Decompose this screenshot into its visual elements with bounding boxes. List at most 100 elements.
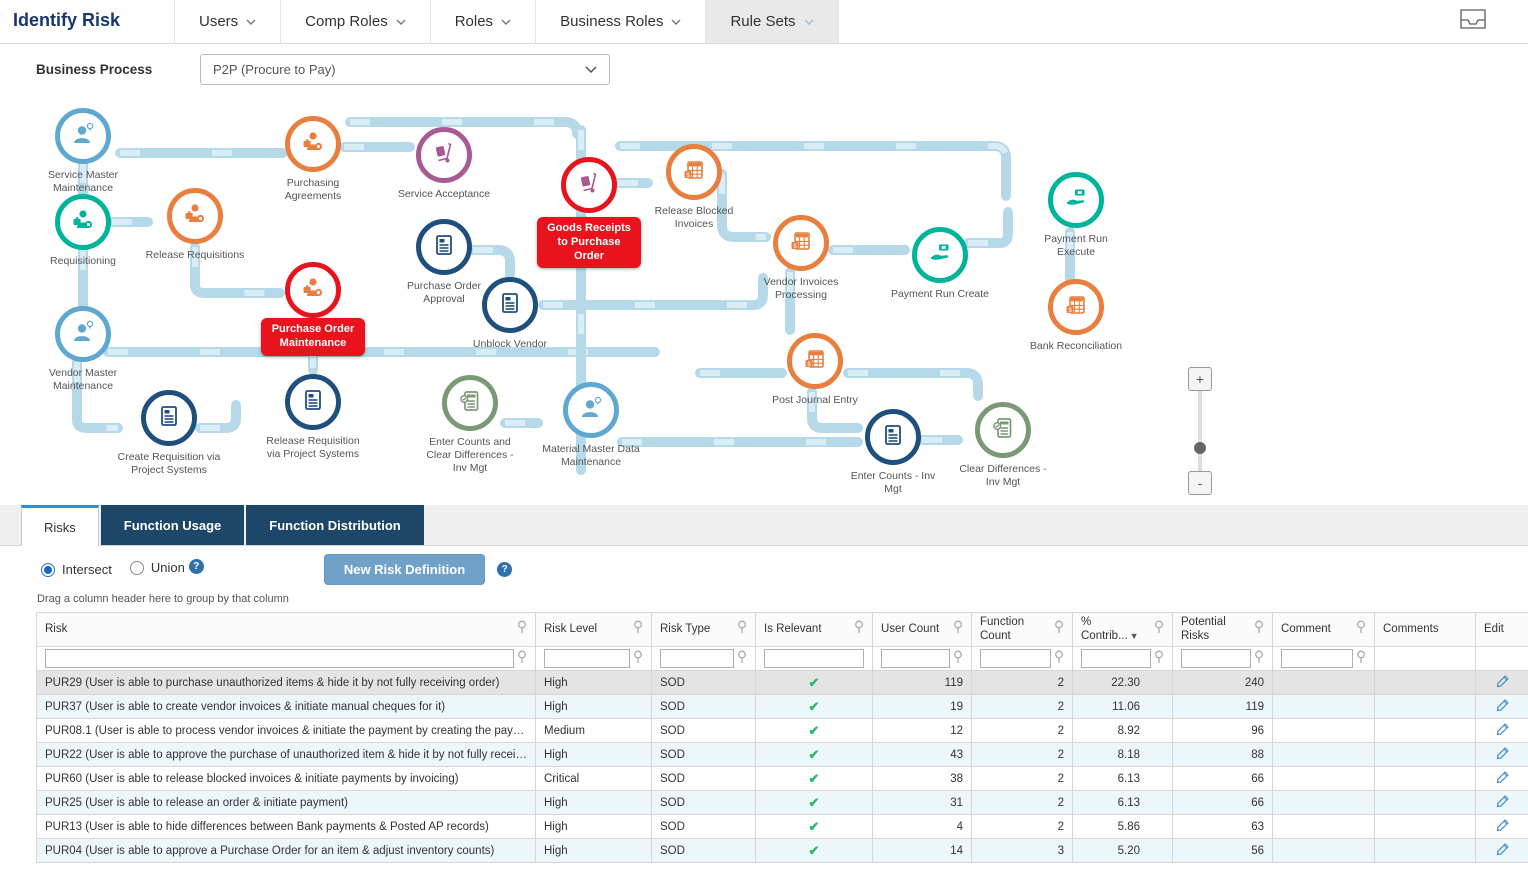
unblock-vendor-node[interactable]: Unblock Vendor [458, 277, 562, 351]
edit-pencil-icon[interactable] [1495, 722, 1510, 740]
is_relevant-filter-input[interactable] [764, 649, 864, 668]
zoom-slider-handle[interactable] [1194, 442, 1206, 454]
union-help-icon[interactable]: ? [189, 559, 204, 574]
filter-cell-risk_level[interactable] [536, 647, 652, 671]
release-blocked-invoices-node[interactable]: $Release Blocked Invoices [642, 144, 746, 231]
vendor-invoices-processing-node[interactable]: $Vendor Invoices Processing [749, 215, 853, 302]
edit-cell[interactable] [1476, 815, 1528, 839]
vendor-master-maintenance-node[interactable]: Vendor Master Maintenance [31, 306, 135, 393]
release-requisition-via-project-systems-node[interactable]: Release Requisition via Project Systems [261, 374, 365, 461]
filter-cell-function_count[interactable] [972, 647, 1073, 671]
table-row[interactable]: PUR22 (User is able to approve the purch… [37, 743, 1528, 767]
pin-icon[interactable] [854, 620, 864, 634]
column-header-potential_risks[interactable]: Potential Risks [1173, 613, 1273, 647]
edit-cell[interactable] [1476, 695, 1528, 719]
zoom-out-button[interactable]: - [1188, 471, 1212, 495]
comment-filter-input[interactable] [1281, 649, 1353, 668]
tab-risks[interactable]: Risks [21, 505, 99, 546]
clear-differences-inv-mgt-node[interactable]: Clear Differences - Inv Mgt [951, 402, 1055, 489]
filter-cell-is_relevant[interactable] [756, 647, 873, 671]
edit-pencil-icon[interactable] [1495, 842, 1510, 860]
user_count-filter-input[interactable] [881, 649, 950, 668]
tab-function-usage[interactable]: Function Usage [101, 505, 245, 545]
nav-tab-business-roles[interactable]: Business Roles [535, 0, 705, 43]
table-row[interactable]: PUR13 (User is able to hide differences … [37, 815, 1528, 839]
edit-cell[interactable] [1476, 791, 1528, 815]
payment-run-create-node[interactable]: Payment Run Create [888, 227, 992, 301]
risk_level-filter-input[interactable] [544, 649, 630, 668]
union-radio[interactable] [130, 561, 144, 575]
column-header-comment[interactable]: Comment [1273, 613, 1375, 647]
table-row[interactable]: PUR25 (User is able to release an order … [37, 791, 1528, 815]
create-requisition-via-project-systems-node[interactable]: Create Requisition via Project Systems [117, 390, 221, 477]
edit-cell[interactable] [1476, 743, 1528, 767]
pin-icon[interactable] [517, 620, 527, 634]
column-header-risk_type[interactable]: Risk Type [652, 613, 756, 647]
table-row[interactable]: PUR04 (User is able to approve a Purchas… [37, 839, 1528, 863]
pin-icon[interactable] [1356, 620, 1366, 634]
business-process-select[interactable]: P2P (Procure to Pay) [200, 54, 610, 85]
pin-icon[interactable] [633, 650, 643, 664]
requisitioning-node[interactable]: Requisitioning [31, 194, 135, 268]
service-acceptance-node[interactable]: Service Acceptance [392, 127, 496, 201]
filter-cell-risk_type[interactable] [652, 647, 756, 671]
column-header-edit[interactable]: Edit [1476, 613, 1528, 647]
pin-icon[interactable] [1154, 650, 1164, 664]
purchase-order-maintenance-node[interactable] [261, 262, 365, 318]
pin-icon[interactable] [953, 650, 963, 664]
new-risk-help-icon[interactable]: ? [497, 562, 512, 577]
release-requisitions-node[interactable]: Release Requisitions [143, 188, 247, 262]
edit-pencil-icon[interactable] [1495, 794, 1510, 812]
intersect-radio[interactable] [41, 563, 55, 577]
edit-cell[interactable] [1476, 719, 1528, 743]
pin-icon[interactable] [1154, 620, 1164, 634]
column-header-pct_contribution[interactable]: % Contrib...▼ [1073, 613, 1173, 647]
function_count-filter-input[interactable] [980, 649, 1051, 668]
zoom-in-button[interactable]: + [1188, 367, 1212, 391]
enter-counts-and-clear-differences-inv-mgt-node[interactable]: Enter Counts and Clear Differences - Inv… [418, 375, 522, 475]
filter-cell-potential_risks[interactable] [1173, 647, 1273, 671]
pin-icon[interactable] [517, 650, 527, 664]
payment-run-execute-node[interactable]: Payment Run Execute [1024, 172, 1128, 259]
risk-filter-input[interactable] [45, 649, 514, 668]
table-row[interactable]: PUR37 (User is able to create vendor inv… [37, 695, 1528, 719]
column-header-comments[interactable]: Comments [1375, 613, 1476, 647]
edit-pencil-icon[interactable] [1495, 818, 1510, 836]
post-journal-entry-node[interactable]: $Post Journal Entry [763, 333, 867, 407]
risk_type-filter-input[interactable] [660, 649, 734, 668]
filter-cell-comment[interactable] [1273, 647, 1375, 671]
pin-icon[interactable] [737, 650, 747, 664]
sort-desc-icon[interactable]: ▼ [1130, 631, 1139, 641]
pin-icon[interactable] [633, 620, 643, 634]
inbox-tray-icon[interactable] [1458, 7, 1488, 36]
column-header-risk[interactable]: Risk [37, 613, 536, 647]
pin-icon[interactable] [953, 620, 963, 634]
pin-icon[interactable] [1254, 620, 1264, 634]
filter-cell-user_count[interactable] [873, 647, 972, 671]
tab-function-distribution[interactable]: Function Distribution [246, 505, 423, 545]
goods-receipts-to-purchase-order-node[interactable] [537, 157, 641, 213]
material-master-data-maintenance-node[interactable]: Material Master Data Maintenance [539, 382, 643, 469]
column-header-function_count[interactable]: Function Count [972, 613, 1073, 647]
edit-cell[interactable] [1476, 767, 1528, 791]
nav-tab-rule-sets[interactable]: Rule Sets [705, 0, 838, 43]
filter-cell-pct_contribution[interactable] [1073, 647, 1173, 671]
table-row[interactable]: PUR60 (User is able to release blocked i… [37, 767, 1528, 791]
column-header-risk_level[interactable]: Risk Level [536, 613, 652, 647]
potential_risks-filter-input[interactable] [1181, 649, 1251, 668]
pin-icon[interactable] [737, 620, 747, 634]
edit-cell[interactable] [1476, 671, 1528, 695]
table-row[interactable]: PUR08.1 (User is able to process vendor … [37, 719, 1528, 743]
pct_contribution-filter-input[interactable] [1081, 649, 1151, 668]
column-header-user_count[interactable]: User Count [873, 613, 972, 647]
nav-tab-comp-roles[interactable]: Comp Roles [280, 0, 430, 43]
pin-icon[interactable] [1054, 650, 1064, 664]
edit-pencil-icon[interactable] [1495, 746, 1510, 764]
edit-pencil-icon[interactable] [1495, 698, 1510, 716]
edit-cell[interactable] [1476, 839, 1528, 863]
new-risk-definition-button[interactable]: New Risk Definition [324, 554, 485, 585]
edit-pencil-icon[interactable] [1495, 674, 1510, 692]
nav-tab-roles[interactable]: Roles [430, 0, 535, 43]
table-row[interactable]: PUR29 (User is able to purchase unauthor… [37, 671, 1528, 695]
pin-icon[interactable] [1254, 650, 1264, 664]
